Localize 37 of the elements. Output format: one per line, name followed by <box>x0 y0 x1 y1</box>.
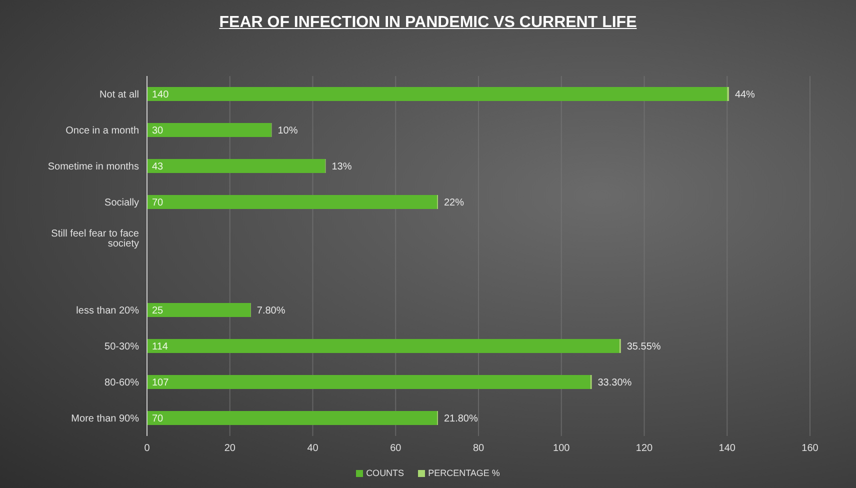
x-tick-label: 100 <box>553 443 570 454</box>
y-tick-label: More than 90% <box>71 414 140 425</box>
data-label: 10% <box>278 126 298 136</box>
chart-title: FEAR OF INFECTION IN PANDEMIC VS CURRENT LIFE <box>218 14 638 32</box>
y-tick-label: Socially <box>104 198 139 209</box>
y-tick-label: 50-30% <box>104 342 140 353</box>
legend-label: COUNTS <box>366 468 404 478</box>
data-label: 140 <box>152 90 170 100</box>
y-tick-label: Sometime in months <box>48 162 139 173</box>
data-label: 25 <box>152 306 164 316</box>
data-label: 114 <box>152 342 168 352</box>
data-label: 7.80% <box>256 306 286 316</box>
data-label: 70 <box>152 414 164 424</box>
x-tick-label: 120 <box>636 443 654 454</box>
data-label: 43 <box>152 162 164 172</box>
x-tick-label: 0 <box>144 443 150 454</box>
y-tick-label: 80-60% <box>104 378 140 389</box>
data-label: 22% <box>444 198 464 208</box>
data-label: 70 <box>152 198 164 208</box>
legend-label: PERCENTAGE % <box>428 468 500 478</box>
y-tick-label: less than 20% <box>76 306 140 317</box>
x-tick-label: 160 <box>802 443 819 454</box>
data-label: 33.30% <box>598 378 632 388</box>
y-tick-label: Not at all <box>100 90 139 101</box>
data-label: 107 <box>152 378 170 388</box>
x-tick-label: 40 <box>307 443 319 454</box>
x-tick-label: 20 <box>224 443 236 454</box>
data-label: 30 <box>152 126 164 136</box>
y-tick-label: Still feel fear to face society <box>51 228 140 250</box>
data-label: 13% <box>332 162 352 172</box>
x-tick-label: 140 <box>718 443 736 454</box>
data-label: 35.55% <box>626 342 661 352</box>
x-tick-label: 60 <box>390 443 402 454</box>
data-label: 21.80% <box>444 414 478 424</box>
data-label: 44% <box>734 90 756 100</box>
x-tick-label: 80 <box>472 443 484 454</box>
y-tick-label: Once in a month <box>66 126 139 137</box>
